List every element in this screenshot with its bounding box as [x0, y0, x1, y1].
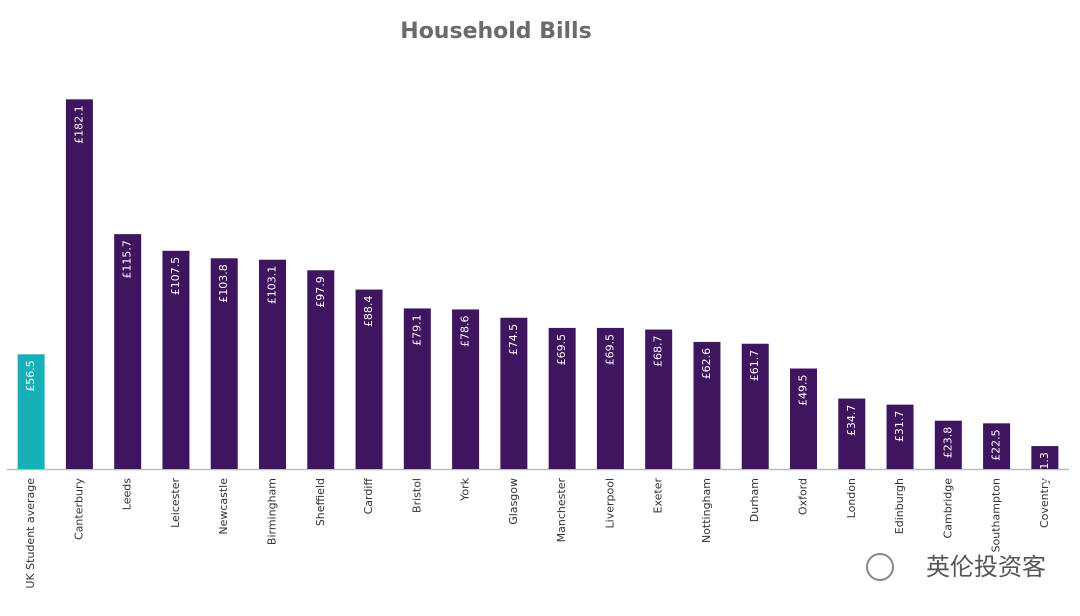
bar: [162, 250, 190, 469]
value-label: £68.7: [652, 336, 665, 368]
bar: [934, 420, 962, 469]
x-tick-label: Manchester: [555, 478, 568, 543]
x-tick-label: Birmingham: [266, 478, 279, 545]
x-tick-label: Coventry: [1038, 478, 1051, 528]
watermark: 英伦投资客: [926, 553, 1046, 581]
value-label: £103.1: [266, 266, 279, 305]
x-tick-label: Bristol: [410, 478, 423, 513]
value-label: £62.6: [700, 348, 713, 380]
value-label: £11.3: [1038, 452, 1051, 484]
x-tick-label: Leicester: [169, 478, 182, 528]
value-label: £31.7: [893, 411, 906, 443]
bar: [307, 270, 335, 469]
value-label: £88.4: [362, 296, 375, 328]
x-tick-label: York: [459, 477, 472, 502]
x-tick-label: Durham: [748, 478, 761, 522]
x-tick-label: Glasgow: [507, 478, 520, 525]
bar: [886, 404, 914, 469]
bar: [1031, 446, 1059, 469]
x-tick-label: Nottingham: [700, 478, 713, 543]
bar: [596, 327, 624, 469]
bar: [65, 99, 93, 469]
x-tick-label: UK Student average: [24, 478, 37, 589]
x-tick-label: Exeter: [652, 478, 665, 514]
value-label: £49.5: [797, 375, 810, 407]
x-tick-label: Edinburgh: [893, 478, 906, 534]
x-tick-label: Cardiff: [362, 478, 375, 515]
bar: [741, 343, 769, 469]
value-label: £79.1: [410, 314, 423, 346]
x-tick-label: Leeds: [121, 478, 134, 510]
bar: [790, 368, 817, 469]
bar: [210, 258, 238, 469]
x-tick-label: Southampton: [990, 478, 1003, 552]
value-label: £107.5: [169, 257, 182, 296]
value-label: £34.7: [845, 405, 858, 437]
value-label: £22.5: [990, 429, 1003, 461]
bar: [693, 341, 721, 469]
value-label: £69.5: [555, 334, 568, 366]
bar: [500, 317, 528, 469]
value-label: £74.5: [507, 324, 520, 356]
x-tick-label: Sheffield: [314, 478, 327, 526]
bar: [548, 327, 576, 469]
x-tick-label: Newcastle: [217, 478, 230, 535]
watermark-icon: [866, 553, 894, 581]
value-label: £97.9: [314, 276, 327, 308]
value-label: £69.5: [603, 334, 616, 366]
value-label: £56.5: [24, 360, 37, 392]
chart-title: Household Bills: [400, 19, 591, 44]
value-label: £103.8: [217, 264, 230, 303]
x-tick-label: Oxford: [797, 478, 810, 515]
x-tick-label: London: [845, 478, 858, 518]
x-tick-label: Canterbury: [72, 478, 85, 540]
bar: [259, 259, 286, 469]
x-tick-label: Liverpool: [603, 478, 616, 528]
bar: [17, 354, 45, 469]
value-label: £78.6: [459, 315, 472, 347]
value-label: £182.1: [72, 105, 85, 144]
x-tick-label: Cambridge: [941, 478, 954, 539]
bar: [403, 308, 431, 469]
bar: [983, 423, 1011, 469]
bar: [355, 289, 383, 469]
bar: [645, 329, 673, 469]
bar: [838, 398, 866, 469]
value-label: £115.7: [121, 240, 134, 279]
bar: [452, 309, 480, 469]
bar: [114, 234, 142, 469]
value-label: £23.8: [941, 427, 954, 459]
value-label: £61.7: [748, 350, 761, 382]
